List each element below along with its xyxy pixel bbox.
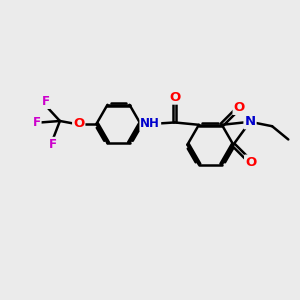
Text: O: O bbox=[234, 101, 245, 114]
Text: N: N bbox=[244, 115, 256, 128]
Text: O: O bbox=[169, 91, 180, 103]
Text: F: F bbox=[33, 116, 41, 129]
Text: F: F bbox=[42, 95, 50, 108]
Text: NH: NH bbox=[140, 117, 160, 130]
Text: F: F bbox=[49, 138, 56, 151]
Text: O: O bbox=[73, 117, 84, 130]
Text: O: O bbox=[245, 156, 256, 169]
